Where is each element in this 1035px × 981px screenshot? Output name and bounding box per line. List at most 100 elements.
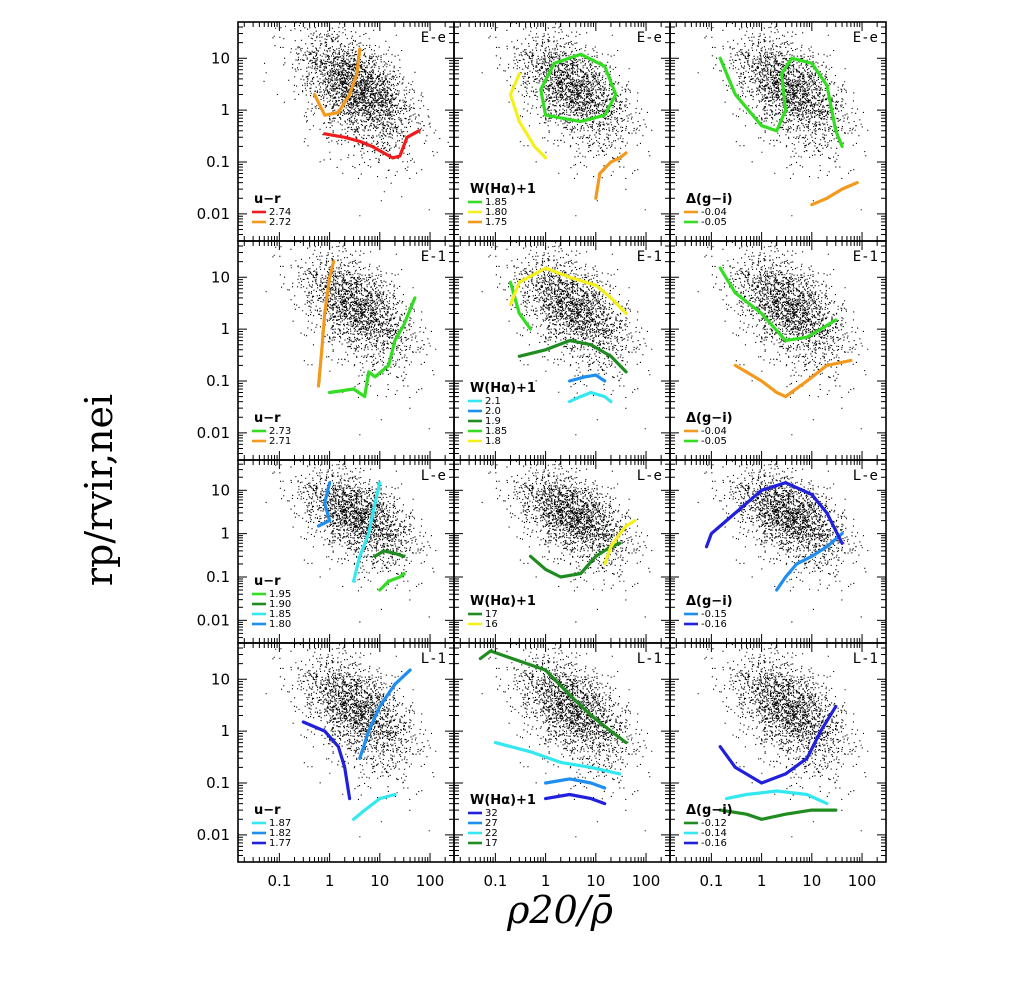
x-tick-label: 100 [416,872,445,890]
y-tick-labels: 0.01 0.1 1 10 0.01 0.1 1 10 0.01 0.1 1 10 0.01 0.1 1 10 [197,49,230,844]
y-tick-label: 10 [211,49,230,67]
legend-entry: -0.05 [701,217,727,228]
legend: u−r1.871.821.77 [252,803,291,849]
x-tick-label: 1 [757,872,767,890]
legend-title: W(Hα)+1 [470,793,536,808]
contour--0.16 [718,704,838,785]
y-tick-label: 1 [220,722,230,740]
legend-title: W(Hα)+1 [470,182,536,197]
legend: Δ(g−i)-0.15-0.16 [684,594,733,630]
legend-title: Δ(g−i) [686,411,733,426]
legend-title: W(Hα)+1 [470,594,536,609]
y-tick-label: 0.01 [197,424,230,442]
panel-l-e-1: L-e u−r1.951.901.851.80 [237,459,455,644]
legend-entry: -0.04 [701,207,727,218]
panel-e-1-1: E-1 u−r2.732.71 [237,240,455,461]
contour--0.04 [733,358,853,399]
y-axis-label: rp/rvir,nei [77,394,121,586]
contour-1.87 [352,792,397,821]
legend-entry: 32 [485,808,498,819]
contour-1.77 [301,720,352,801]
panel-l-1-1: L-1 u−r1.871.821.77 [237,642,455,863]
legend-entry: 17 [485,609,498,620]
legend-entry: 17 [485,838,498,849]
legend: u−r2.732.71 [252,411,291,447]
panel-tag: L-e [637,468,662,484]
contour-1.8 [508,266,628,316]
panel-l-e-3: L-e Δ(g−i)-0.15-0.16 [669,459,887,644]
x-tick-label: 10 [802,872,821,890]
legend-entry: -0.05 [701,436,727,447]
contour-1.75 [594,151,628,200]
x-tick-label: 100 [632,872,661,890]
panel-ticks [670,642,887,863]
legend-title: u−r [254,192,281,207]
panel-tag: L-e [853,468,878,484]
contour-17 [478,649,628,745]
panel-ticks [238,240,455,461]
contour-1.82 [358,668,412,760]
x-tick-label: 10 [586,872,605,890]
panel-ticks [670,21,887,242]
contour-1.90 [373,549,406,558]
legend-entry: 22 [485,828,498,839]
legend-entry: 1.77 [269,838,291,849]
legend-entry: 1.8 [485,436,501,447]
contour-1.85 [352,481,382,583]
scatter-points [697,241,869,436]
legend-entry: 1.80 [269,619,291,630]
contour--0.15 [775,531,844,592]
legend-entry: 16 [485,619,498,630]
y-tick-label: 1 [220,101,230,119]
legend-entry: 1.95 [269,589,291,600]
scatter-cloud [265,241,437,436]
x-tick-label: 0.1 [699,872,723,890]
contour-1.9 [517,339,628,374]
legend-entry: 2.73 [269,426,291,437]
panel-tag: E-1 [421,249,446,265]
y-tick-label: 0.01 [197,611,230,629]
contour-2.71 [316,260,336,388]
contour-22 [493,740,622,776]
y-tick-label: 0.1 [206,774,230,792]
scatter-points [265,241,437,436]
legend: Δ(g−i)-0.12-0.14-0.16 [684,803,733,849]
y-tick-label: 0.1 [206,568,230,586]
x-tick-label: 1 [325,872,335,890]
legend-entry: -0.12 [701,818,727,829]
legend: W(Hα)+12.12.01.91.851.8 [468,381,536,447]
legend-entry: 27 [485,818,498,829]
scatter-cloud [697,643,869,838]
contour-32 [543,792,607,806]
panels-layer: E-eu−r2.742.72E-eW(Hα)+11.851.801.75E-eΔ… [237,21,887,863]
panel-e-e-1: E-e u−r2.742.72 [237,21,455,242]
contour--0.05 [718,266,838,343]
scatter-cloud [265,643,437,838]
contour-16 [603,518,637,566]
legend-title: u−r [254,574,281,589]
legend-entry: 2.0 [485,406,501,417]
legend-entry: 1.85 [485,426,507,437]
legend-entry: -0.04 [701,426,727,437]
legend: W(Hα)+11.851.801.75 [468,182,536,228]
legend-title: Δ(g−i) [686,803,733,818]
contour-27 [543,777,607,790]
x-tick-label: 1 [541,872,551,890]
panel-ticks [670,240,887,461]
legend-entry: 1.90 [269,599,291,610]
legend-entry: 2.74 [269,207,291,218]
panel-frame [669,642,887,863]
contour-1.85 [508,280,533,331]
legend-entry: 1.85 [269,609,291,620]
y-tick-label: 10 [211,268,230,286]
contour-2.74 [323,129,421,160]
legend-entry: 1.80 [485,207,507,218]
panel-tag: L-1 [421,651,446,667]
panel-e-1-2: E-1 W(Hα)+12.12.01.91.851.8 [453,240,671,461]
contour--0.12 [718,808,838,821]
legend-entry: -0.14 [701,828,727,839]
scatter-points [263,22,449,217]
scatter-points [481,241,653,436]
x-tick-label: 0.1 [267,872,291,890]
